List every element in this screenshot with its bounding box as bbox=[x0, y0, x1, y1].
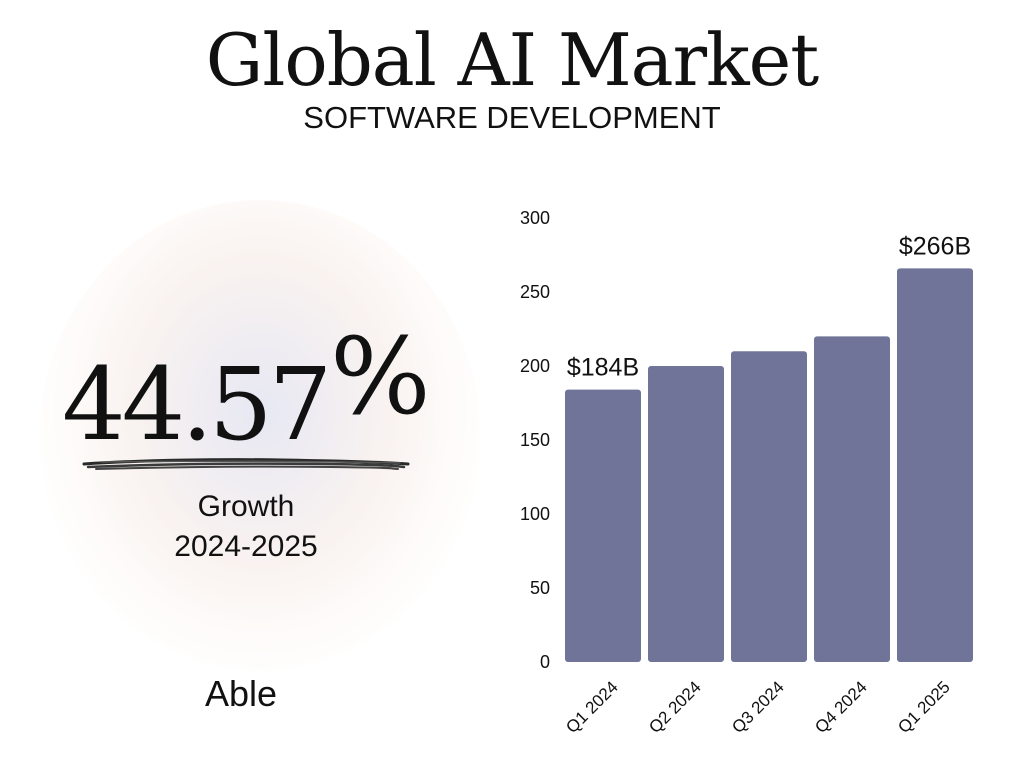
y-tick-label: 50 bbox=[530, 578, 550, 598]
growth-stat-unit: % bbox=[330, 315, 431, 438]
able-logo: Able bbox=[205, 673, 278, 714]
growth-period: 2024-2025 bbox=[174, 530, 318, 563]
stat-background-glow bbox=[40, 200, 480, 670]
y-tick-label: 150 bbox=[520, 430, 550, 450]
quarterly-bar-chart: 0 50 100 150 200 250 300 $184B Q1 2024 Q2 2024 Q3 … bbox=[520, 208, 973, 737]
growth-label: Growth bbox=[197, 490, 295, 523]
growth-stat-value: 44.57 bbox=[62, 346, 332, 463]
scribble-underline bbox=[82, 458, 410, 470]
bar bbox=[731, 351, 807, 662]
x-category-label: Q1 2024 bbox=[562, 677, 622, 737]
x-category-label: Q3 2024 bbox=[728, 677, 788, 737]
x-category-label: Q4 2024 bbox=[811, 677, 871, 737]
page-title: Global AI Market bbox=[205, 18, 819, 102]
x-category-label: Q2 2024 bbox=[645, 677, 705, 737]
y-tick-label: 300 bbox=[520, 208, 550, 228]
growth-stat: 44.57 % bbox=[62, 322, 442, 462]
page-subtitle: SOFTWARE DEVELOPMENT bbox=[303, 100, 721, 135]
bar-data-label: $266B bbox=[899, 232, 971, 260]
bar bbox=[897, 268, 973, 662]
bar bbox=[565, 389, 641, 662]
y-tick-label: 250 bbox=[520, 282, 550, 302]
x-category-label: Q1 2025 bbox=[894, 677, 954, 737]
bar-data-label: $184B bbox=[567, 354, 639, 382]
y-tick-label: 200 bbox=[520, 356, 550, 376]
y-tick-label: 0 bbox=[540, 652, 550, 672]
y-tick-label: 100 bbox=[520, 504, 550, 524]
bar bbox=[814, 336, 890, 662]
bar bbox=[648, 366, 724, 662]
